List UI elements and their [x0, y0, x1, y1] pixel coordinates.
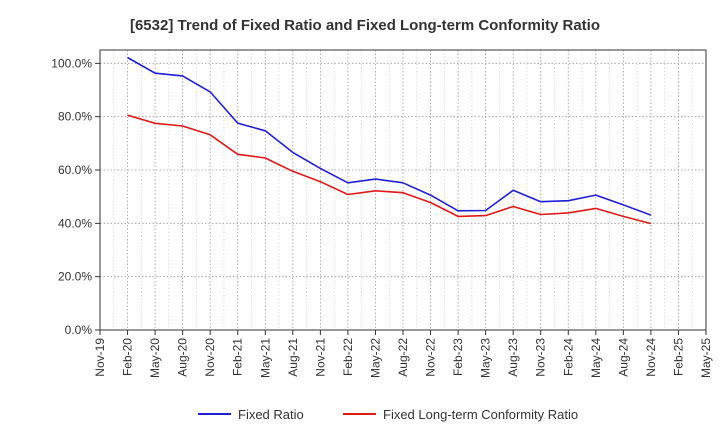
legend: Fixed Ratio Fixed Long-term Conformity Ra…: [198, 407, 578, 422]
legend-label: Fixed Long-term Conformity Ratio: [383, 407, 578, 422]
x-tick-label: Aug-24: [616, 338, 630, 377]
x-tick-label: Nov-20: [203, 338, 217, 377]
y-tick-label: 60.0%: [58, 163, 92, 177]
x-tick-label: Feb-24: [561, 338, 575, 376]
y-tick-label: 40.0%: [58, 216, 92, 230]
x-tick-label: Nov-21: [313, 338, 327, 377]
grid-lines: [99, 50, 707, 331]
x-tick-label: Nov-19: [93, 338, 107, 377]
x-tick-label: Aug-20: [176, 338, 190, 377]
y-tick-label: 80.0%: [58, 110, 92, 124]
x-tick-label: Feb-20: [121, 338, 135, 376]
y-tick-label: 20.0%: [58, 270, 92, 284]
x-tick-label: Feb-23: [451, 338, 465, 376]
x-tick-label: May-22: [368, 338, 382, 378]
x-tick-label: May-20: [148, 338, 162, 378]
legend-label: Fixed Ratio: [238, 407, 304, 422]
chart-title: [6532] Trend of Fixed Ratio and Fixed Lo…: [130, 17, 600, 34]
x-tick-label: Feb-21: [231, 338, 245, 376]
x-tick-label: May-23: [479, 338, 493, 378]
series-line-fixed-ratio: [127, 56, 652, 216]
x-tick-label: May-24: [589, 338, 603, 378]
data-series: [127, 56, 652, 225]
series-line-fixed-long-term-conformity-ratio: [127, 114, 652, 225]
x-tick-label: Aug-23: [506, 338, 520, 377]
x-tick-label: Aug-21: [286, 338, 300, 377]
x-tick-label: Nov-22: [424, 338, 438, 377]
x-tick-label: May-25: [699, 338, 713, 378]
x-tick-label: Feb-22: [341, 338, 355, 376]
x-tick-label: Feb-25: [671, 338, 685, 376]
x-tick-label: Aug-22: [396, 338, 410, 377]
axes: 0.0% 20.0% 40.0% 60.0% 80.0% 100.0% Nov-19 Feb-…: [51, 49, 713, 378]
y-tick-label: 100.0%: [51, 56, 92, 70]
y-tick-label: 0.0%: [65, 323, 93, 337]
x-tick-label: Nov-24: [644, 338, 658, 377]
x-tick-label: Nov-23: [534, 338, 548, 377]
x-tick-label: May-21: [258, 338, 272, 378]
